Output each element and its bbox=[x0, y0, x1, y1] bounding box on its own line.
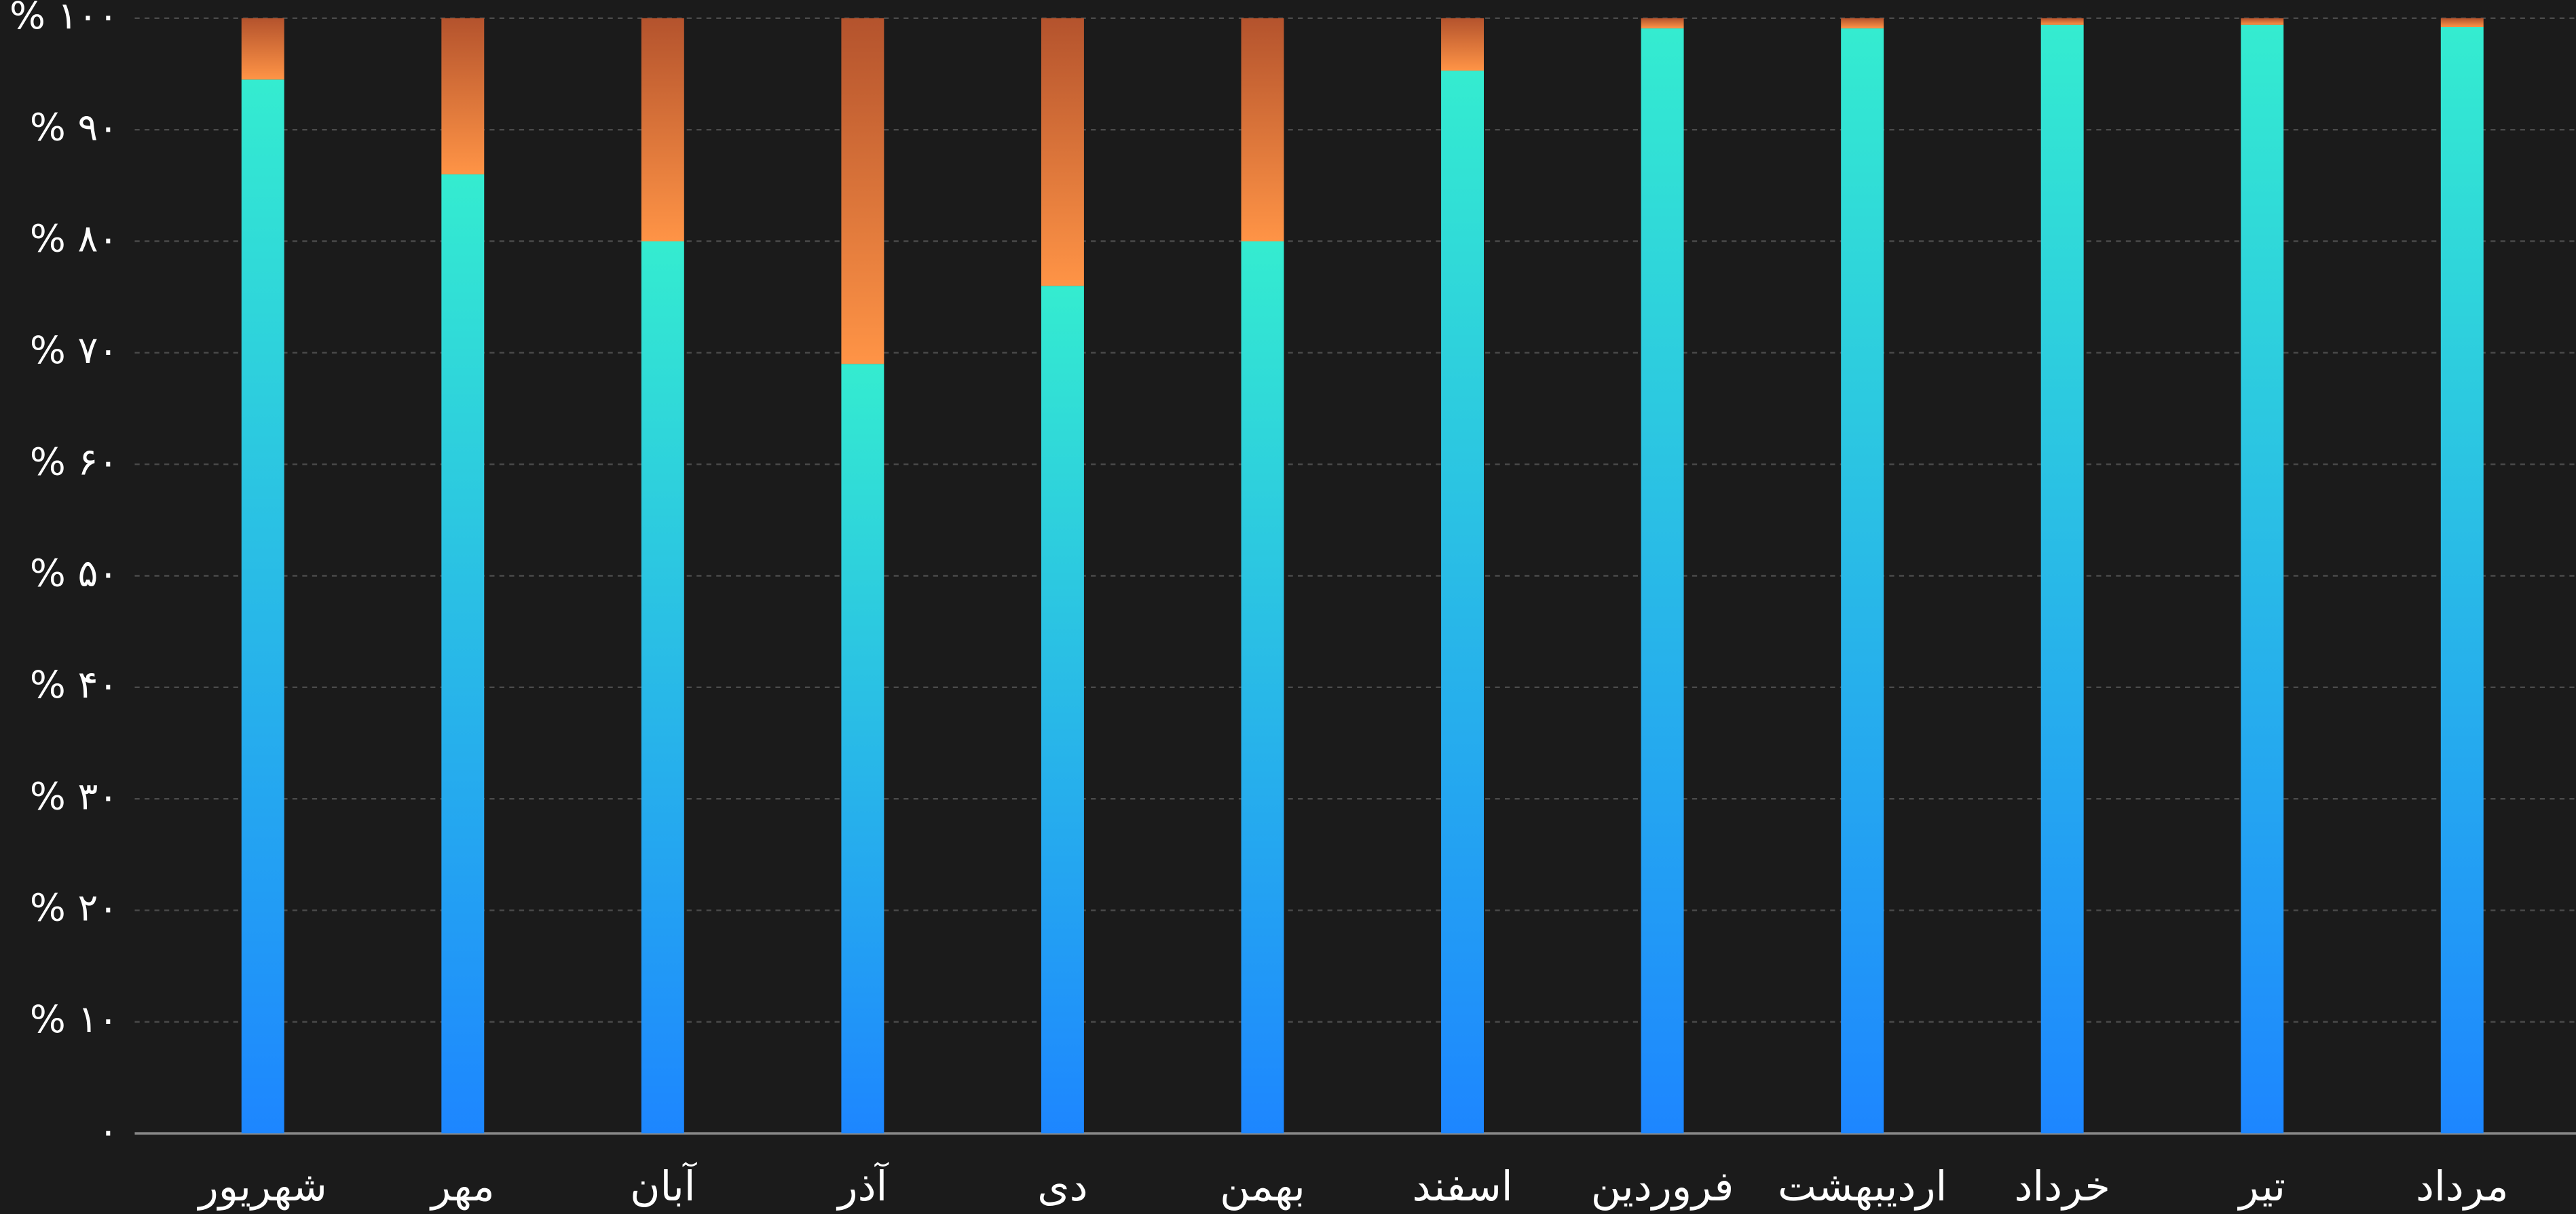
bar-segment bbox=[441, 174, 485, 1134]
y-tick-label: % ۵۰ bbox=[30, 552, 118, 596]
x-tick-label: مرداد bbox=[2416, 1163, 2508, 1211]
x-tick-label: فروردین bbox=[1591, 1163, 1734, 1211]
x-tick-label: بهمن bbox=[1220, 1163, 1305, 1211]
bar-segment bbox=[1041, 18, 1084, 286]
x-tick-label: اردیبهشت bbox=[1778, 1163, 1947, 1211]
bar-segment bbox=[1641, 28, 1684, 1134]
bar-segment bbox=[1841, 18, 1884, 29]
bar-segment bbox=[241, 79, 284, 1134]
bar-segment bbox=[2241, 18, 2284, 25]
bar-segment bbox=[2241, 24, 2284, 1134]
bar-segment bbox=[441, 18, 485, 174]
bar-segment bbox=[2040, 18, 2084, 25]
y-tick-label: % ۴۰ bbox=[30, 663, 118, 707]
y-tick-label: % ۷۰ bbox=[30, 328, 118, 373]
x-tick-label: آبان bbox=[630, 1162, 698, 1211]
y-tick-label: % ۸۰ bbox=[30, 217, 118, 261]
x-tick-label: مهر bbox=[429, 1163, 495, 1211]
bar-segment bbox=[2440, 18, 2484, 27]
bar-segment bbox=[1241, 18, 1284, 242]
x-tick-label: تیر bbox=[2237, 1163, 2285, 1211]
bar-segment bbox=[1441, 71, 1484, 1134]
x-tick-label: شهریور bbox=[197, 1163, 327, 1211]
x-tick-label: اسفند bbox=[1412, 1163, 1512, 1211]
y-tick-label: % ۳۰ bbox=[30, 774, 118, 818]
y-tick-label: ۰ bbox=[98, 1109, 118, 1153]
bar-segment bbox=[841, 364, 884, 1134]
bar-segment bbox=[241, 18, 284, 80]
y-tick-label: % ۹۰ bbox=[30, 105, 118, 149]
y-tick-label: % ۱۰۰ bbox=[10, 0, 118, 38]
bar-segment bbox=[641, 18, 684, 242]
x-tick-label: خرداد bbox=[2014, 1163, 2110, 1211]
bar-segment bbox=[2440, 26, 2484, 1134]
y-tick-label: % ۱۰ bbox=[30, 998, 118, 1042]
bar-segment bbox=[1841, 28, 1884, 1134]
x-tick-label: آذر bbox=[836, 1162, 889, 1211]
bar-segment bbox=[1641, 18, 1684, 29]
bar-segment bbox=[641, 241, 684, 1134]
x-tick-label: دی bbox=[1037, 1163, 1087, 1211]
bar-segment bbox=[841, 18, 884, 364]
y-tick-label: % ۶۰ bbox=[30, 440, 118, 484]
y-tick-label: % ۲۰ bbox=[30, 886, 118, 930]
bar-segment bbox=[2040, 24, 2084, 1134]
bar-segment bbox=[1441, 18, 1484, 71]
bar-segment bbox=[1241, 241, 1284, 1134]
bar-segment bbox=[1041, 286, 1084, 1134]
